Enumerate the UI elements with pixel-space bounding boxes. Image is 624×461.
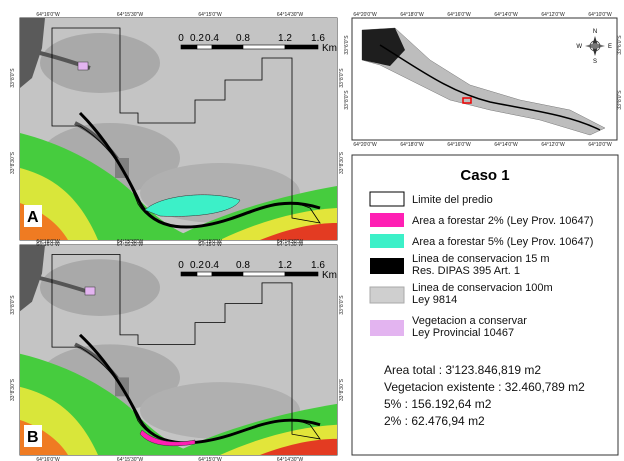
compass-label: N xyxy=(593,29,597,35)
scale-label: 1.2 xyxy=(278,33,292,44)
legend-label: Ley Provincial 10467 xyxy=(412,327,514,339)
coord-label: 64°15'30"W xyxy=(117,239,143,245)
swatch-forest-5 xyxy=(370,234,404,248)
scale-segment xyxy=(243,272,285,276)
page: A B Caso 1 Limite del predio Area a fores… xyxy=(0,0,624,461)
legend-label: Linea de conservacion 15 m xyxy=(412,253,550,265)
legend-label: Linea de conservacion 100m xyxy=(412,282,553,294)
coord-label: 64°16'0"W xyxy=(447,142,471,148)
legend-label: Ley 9814 xyxy=(412,294,457,306)
swatch-line-15 xyxy=(370,258,404,274)
coord-label: 64°20'0"W xyxy=(353,12,377,18)
legend-label: Limite del predio xyxy=(412,194,493,206)
panel-label: A xyxy=(27,209,39,226)
scale-label: 0.2 xyxy=(190,33,204,44)
coord-label: 64°15'0"W xyxy=(198,12,222,18)
scale-segment xyxy=(197,45,212,49)
scale-label: 0 xyxy=(178,33,184,44)
scale-label: 0.8 xyxy=(236,33,250,44)
coord-label: 33°8'0"S xyxy=(339,68,345,88)
coord-label: 33°8'0"S xyxy=(344,90,350,110)
coord-label: 64°20'0"W xyxy=(353,142,377,148)
swatch-vegetation xyxy=(370,320,404,336)
compass-label: W xyxy=(576,44,582,50)
panel-label: B xyxy=(27,429,39,446)
coord-label: 33°8'0"S xyxy=(339,295,345,315)
stat-line: Area total : 3'123.846,819 m2 xyxy=(384,363,541,377)
legend-title: Caso 1 xyxy=(460,167,509,184)
scale-segment xyxy=(212,45,243,49)
compass-label: E xyxy=(608,44,612,50)
coord-label: 64°10'0"W xyxy=(588,142,612,148)
coord-label: 64°16'0"W xyxy=(36,239,60,245)
scale-segment xyxy=(197,272,212,276)
scale-unit: Km xyxy=(322,270,337,281)
scale-segment xyxy=(285,45,318,49)
legend-label: Res. DIPAS 395 Art. 1 xyxy=(412,265,520,277)
coord-label: 64°10'0"W xyxy=(588,12,612,18)
coord-label: 33°8'30"S xyxy=(339,378,345,401)
map-base xyxy=(20,245,337,455)
coord-label: 64°16'0"W xyxy=(36,457,60,461)
scale-label: 0.2 xyxy=(190,260,204,271)
coord-label: 33°8'0"S xyxy=(10,68,16,88)
legend-label: Area a forestar 2% (Ley Prov. 10647) xyxy=(412,215,593,227)
figure: A B Caso 1 Limite del predio Area a fores… xyxy=(0,0,624,461)
coord-label: 33°6'0"S xyxy=(344,35,350,55)
coord-label: 64°14'30"W xyxy=(277,12,303,18)
coord-label: 64°15'30"W xyxy=(117,457,143,461)
compass-label: S xyxy=(593,59,597,65)
coord-label: 64°18'0"W xyxy=(400,142,424,148)
legend-label: Vegetacion a conservar xyxy=(412,315,527,327)
vegetation-area xyxy=(85,287,95,295)
coord-label: 64°18'0"W xyxy=(400,12,424,18)
scale-label: 0 xyxy=(178,260,184,271)
swatch-line-100 xyxy=(370,287,404,303)
coord-label: 64°14'0"W xyxy=(494,12,518,18)
swatch-boundary xyxy=(370,192,404,206)
vegetation-area xyxy=(78,62,88,70)
coord-label: 33°8'0"S xyxy=(10,295,16,315)
coord-label: 64°14'30"W xyxy=(277,457,303,461)
coord-label: 64°15'30"W xyxy=(117,12,143,18)
scale-label: 0.4 xyxy=(205,260,219,271)
scale-segment xyxy=(181,272,197,276)
scale-label: 0.4 xyxy=(205,33,219,44)
coord-label: 33°8'30"S xyxy=(10,151,16,174)
scale-segment xyxy=(243,45,285,49)
coord-label: 33°8'30"S xyxy=(10,378,16,401)
scale-segment xyxy=(285,272,318,276)
coord-label: 64°15'0"W xyxy=(198,239,222,245)
coord-label: 33°6'0"S xyxy=(617,35,623,55)
stat-line: 2% : 62.476,94 m2 xyxy=(384,414,485,428)
scale-label: 1.2 xyxy=(278,260,292,271)
coord-label: 64°12'0"W xyxy=(541,142,565,148)
scale-label: 0.8 xyxy=(236,260,250,271)
stat-line: 5% : 156.192,64 m2 xyxy=(384,397,492,411)
coord-label: 64°12'0"W xyxy=(541,12,565,18)
coord-label: 33°8'0"S xyxy=(617,90,623,110)
stat-line: Vegetacion existente : 32.460,789 m2 xyxy=(384,380,585,394)
coord-label: 64°14'0"W xyxy=(494,142,518,148)
coord-label: 33°8'30"S xyxy=(339,151,345,174)
scale-segment xyxy=(212,272,243,276)
coord-label: 64°16'0"W xyxy=(447,12,471,18)
legend-label: Area a forestar 5% (Ley Prov. 10647) xyxy=(412,236,593,248)
coord-label: 64°16'0"W xyxy=(36,12,60,18)
scale-segment xyxy=(181,45,197,49)
swatch-forest-2 xyxy=(370,213,404,227)
scale-unit: Km xyxy=(322,43,337,54)
coord-label: 64°15'0"W xyxy=(198,457,222,461)
coord-label: 64°14'30"W xyxy=(277,239,303,245)
